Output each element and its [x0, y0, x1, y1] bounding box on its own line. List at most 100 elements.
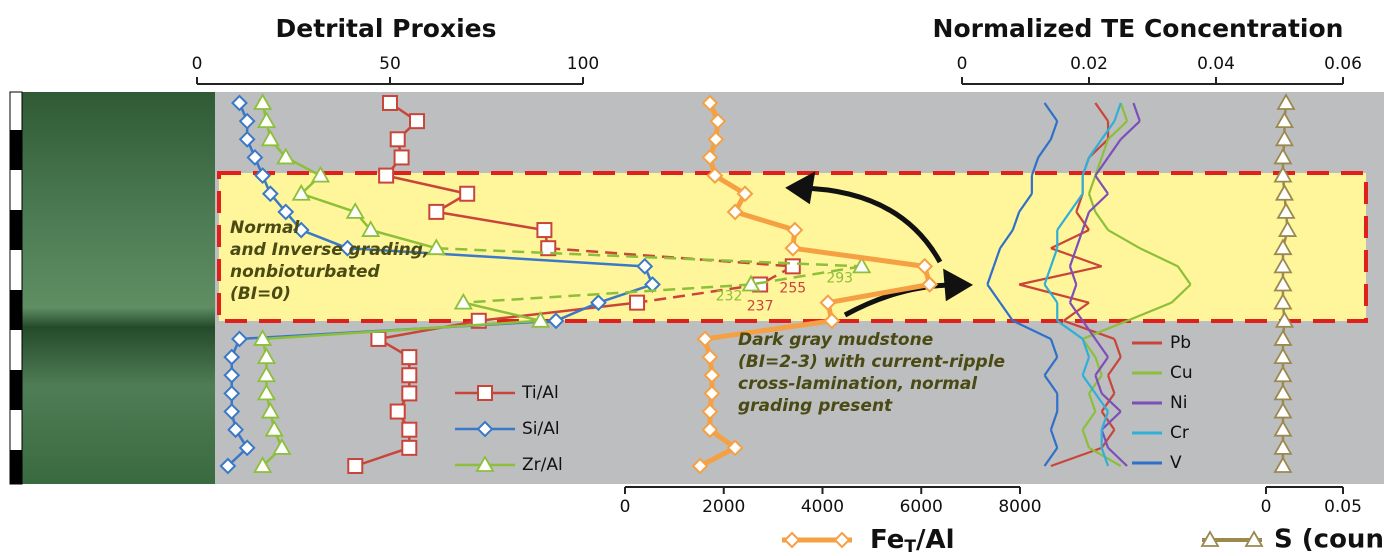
profile-segment — [1088, 192, 1109, 213]
profile-segment — [1107, 447, 1128, 467]
data-label: 293 — [826, 270, 853, 286]
legend-label: FeT/Al — [870, 525, 954, 556]
legend-label: Ti/Al — [521, 383, 559, 403]
data-point — [741, 274, 761, 292]
profile-segment — [1087, 393, 1097, 412]
data-point — [256, 347, 277, 365]
profile-segment — [1081, 157, 1091, 176]
profile-segment — [1043, 356, 1059, 376]
profile-segment — [1094, 102, 1109, 122]
data-point — [707, 130, 725, 148]
profile-segment — [1132, 102, 1141, 122]
annotation: nonbioturbated — [230, 262, 380, 282]
data-point — [256, 383, 277, 401]
data-point — [1276, 202, 1296, 219]
x-tick-label: 0.02 — [1070, 54, 1108, 74]
data-point — [1273, 365, 1293, 383]
data-point — [701, 149, 719, 166]
profile-segment — [1113, 338, 1122, 358]
profile-segment — [1107, 120, 1128, 141]
x-tick-label: 50 — [379, 54, 401, 74]
profile-segment — [1081, 429, 1091, 449]
profile-segment — [1049, 411, 1059, 431]
legend-label: Zr/Al — [522, 455, 563, 475]
profile-segment — [792, 245, 926, 269]
profile-segment — [1018, 193, 1033, 213]
data-point — [227, 421, 245, 439]
legend-label-part: Fe — [870, 525, 904, 555]
x-tick-label: 100 — [567, 54, 599, 74]
profile-segment — [1082, 319, 1128, 340]
data-point — [921, 276, 939, 293]
data-point — [1273, 419, 1293, 437]
data-point — [459, 185, 476, 202]
x-tick-label: 6000 — [900, 497, 943, 517]
profile-segment — [1030, 157, 1040, 176]
data-point — [401, 367, 418, 384]
profile-segment — [636, 283, 761, 304]
data-point — [428, 203, 445, 220]
data-point — [254, 167, 272, 185]
profile-segment — [1069, 193, 1084, 213]
data-point — [1200, 530, 1220, 547]
data-point — [636, 257, 654, 275]
data-point — [786, 221, 804, 239]
data-point — [703, 366, 721, 384]
profile-segment — [734, 209, 796, 233]
profile-segment — [1100, 447, 1110, 467]
data-point — [1274, 111, 1295, 129]
profile-segment — [992, 247, 1002, 267]
data-label: 237 — [747, 299, 774, 315]
data-point — [536, 222, 553, 239]
data-point — [833, 531, 851, 549]
data-label: 232 — [716, 289, 743, 305]
data-point — [1273, 292, 1293, 310]
panel-title: Detrital Proxies — [275, 14, 496, 43]
profile-segment — [1056, 319, 1084, 340]
profile-segment — [999, 229, 1014, 249]
profile-segment — [1100, 392, 1116, 413]
profile-segment — [1018, 283, 1090, 304]
panel-title: Normalized TE Concentration — [933, 14, 1344, 43]
data-point — [389, 403, 406, 420]
data-point — [1274, 310, 1295, 328]
profile-segment — [1049, 429, 1059, 449]
legend-label: Cr — [1170, 423, 1189, 443]
data-point — [389, 131, 406, 148]
data-point — [238, 112, 256, 130]
legend-label: Ni — [1170, 393, 1187, 413]
profile-segment — [1075, 229, 1084, 249]
data-point — [253, 456, 273, 473]
data-point — [409, 113, 426, 130]
profile-segment — [1081, 374, 1097, 395]
data-point — [453, 292, 473, 310]
profile-segment — [478, 301, 638, 323]
profile-segment — [1094, 338, 1109, 358]
profile-segment — [1094, 374, 1103, 394]
arrows — [785, 171, 974, 318]
data-point — [292, 221, 310, 239]
profile-segment — [1094, 392, 1109, 413]
profile-segment — [262, 319, 541, 341]
profile-segment — [1107, 356, 1122, 376]
data-point — [475, 455, 495, 472]
data-point — [784, 239, 802, 257]
profile-segment — [300, 192, 356, 214]
data-point — [1276, 93, 1296, 110]
data-point — [530, 310, 551, 328]
data-point — [701, 348, 719, 366]
profile-segment — [1011, 211, 1021, 231]
profile-segment — [463, 283, 752, 304]
x-tick-label: 0.04 — [1197, 54, 1235, 74]
profile-segment — [1050, 247, 1103, 268]
data-point — [476, 420, 494, 438]
data-point — [819, 294, 837, 312]
data-point — [696, 330, 714, 348]
data-point — [477, 385, 493, 401]
data-point — [291, 183, 311, 201]
data-point — [916, 257, 934, 275]
data-point — [253, 93, 273, 110]
data-point — [361, 220, 381, 237]
profile-segment — [1113, 102, 1122, 122]
